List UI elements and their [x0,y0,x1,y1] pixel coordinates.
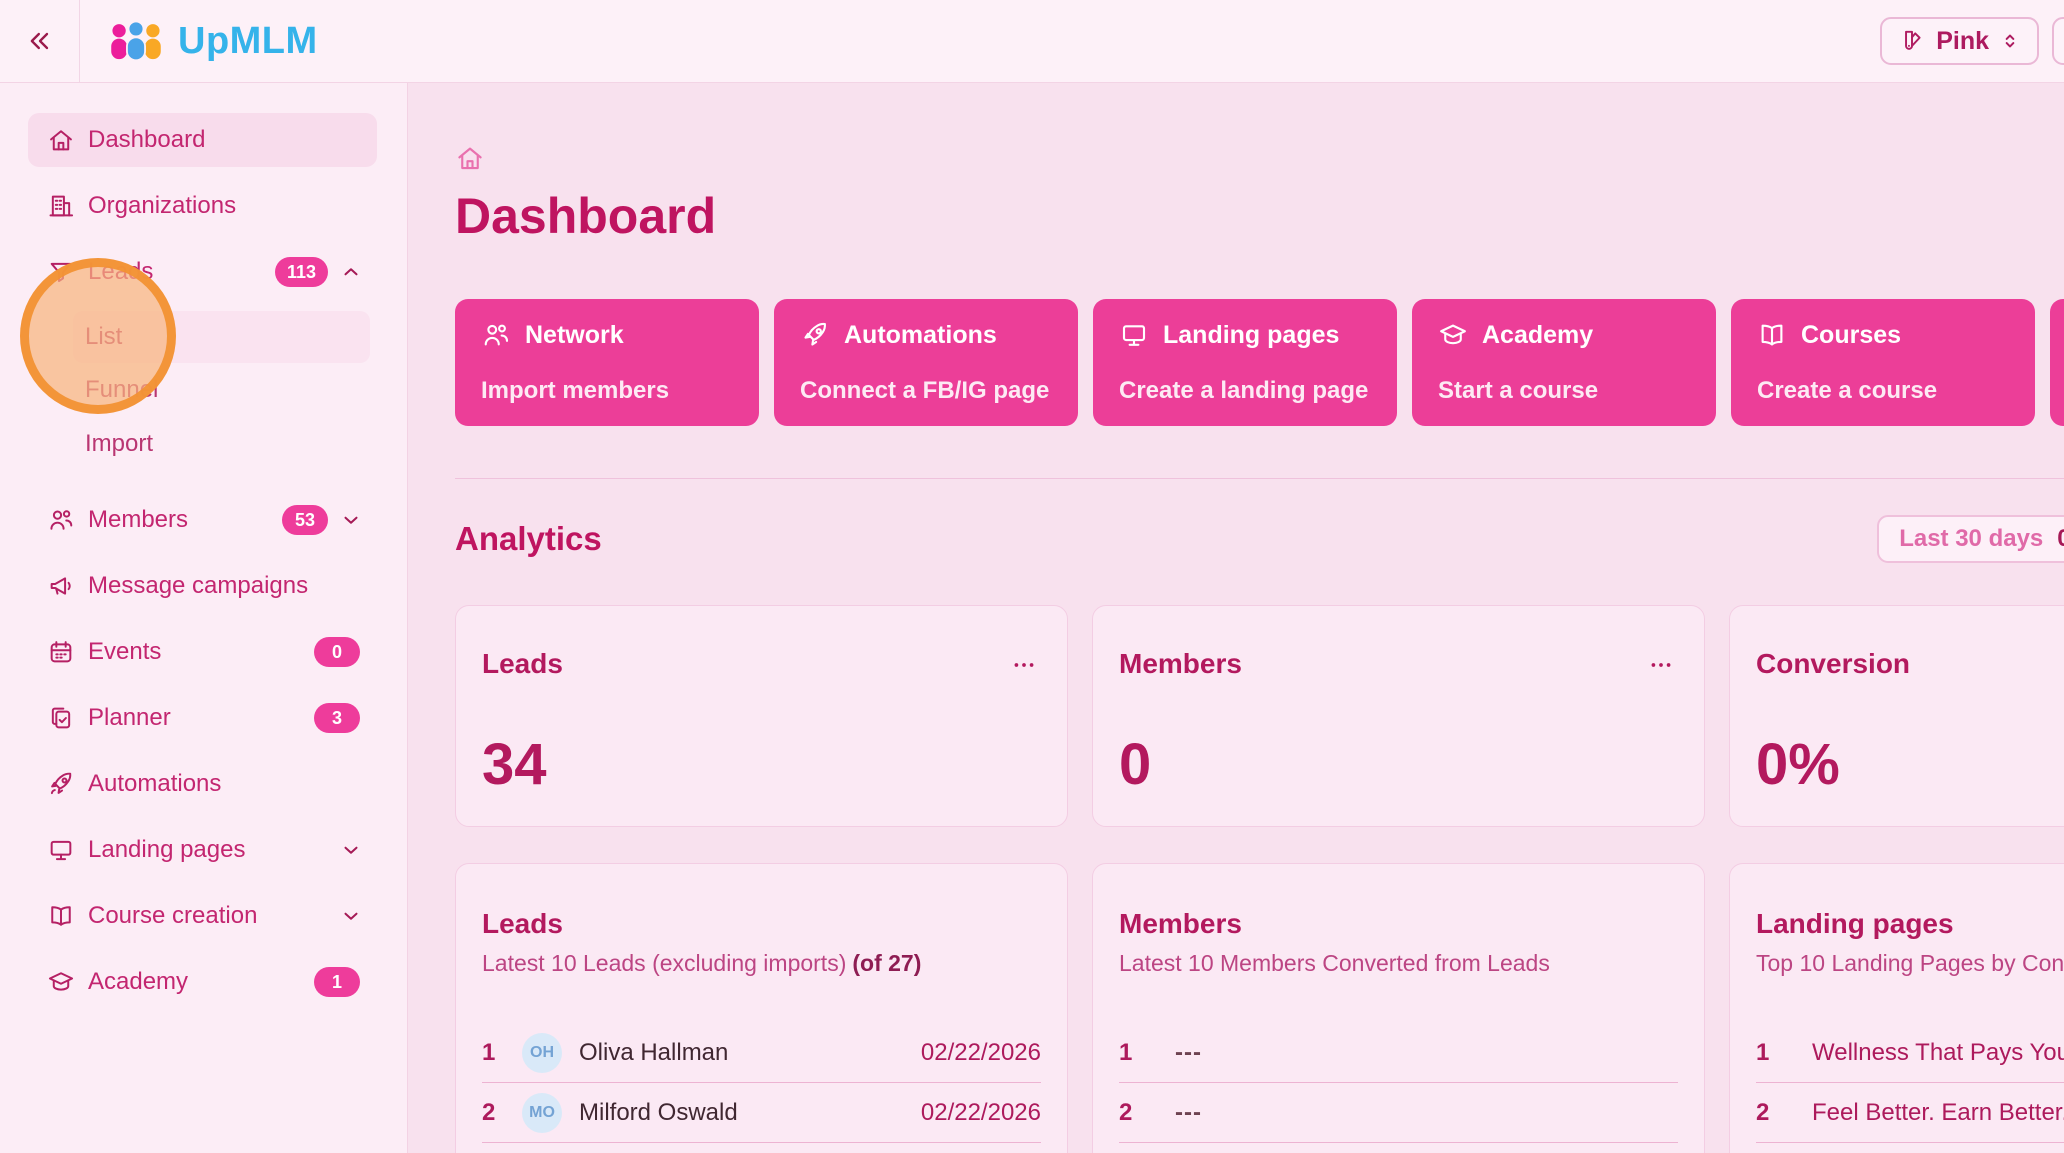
brand-name: UpMLM [178,19,318,62]
avatar: MO [522,1092,562,1133]
submenu-item-list[interactable]: List [73,311,370,363]
quick-action-automations[interactable]: Automations Connect a FB/IG page [774,299,1078,426]
graduation-cap-icon [1438,320,1468,350]
open-book-icon [47,902,75,930]
member-row[interactable]: 2 --- [1119,1083,1678,1143]
quick-action-academy[interactable]: Academy Start a course [1412,299,1716,426]
quick-actions-row: Network Import members Automations Conne… [455,299,2064,426]
quick-action-landing-pages[interactable]: Landing pages Create a landing page [1093,299,1397,426]
lead-row[interactable]: 2 MO Milford Oswald 02/22/2026 [482,1083,1041,1143]
bottom-lists-row: Leads Latest 10 Leads (excluding imports… [455,863,2064,1153]
sidebar-item-leads[interactable]: Leads 113 [28,245,377,299]
quick-action-network[interactable]: Network Import members [455,299,759,426]
rocket-icon [800,320,830,350]
building-icon [47,192,75,220]
members-count-badge: 53 [282,505,328,535]
sidebar-collapse-button[interactable] [0,0,80,82]
submenu-item-funnel[interactable]: Funnel [85,376,159,403]
submenu-item-import[interactable]: Import [85,430,154,457]
sidebar-item-dashboard[interactable]: Dashboard [28,113,377,167]
sidebar-item-planner[interactable]: Planner 3 [28,691,377,745]
main-content: Dashboard Network Import members Automat… [408,83,2064,1153]
date-range-filter[interactable]: Last 30 days 01/2 [1877,515,2064,563]
theme-selector-button[interactable]: Pink [1880,17,2039,65]
leads-submenu: List Funnel Import [73,311,377,471]
people-logo-icon [107,20,165,62]
sidebar-item-landing-pages[interactable]: Landing pages [28,823,377,877]
megaphone-icon [47,572,75,600]
calendar-icon [47,638,75,666]
sidebar-item-message-campaigns[interactable]: Message campaigns [28,559,377,613]
graduation-cap-icon [47,968,75,996]
ellipsis-menu-icon[interactable] [1648,652,1674,678]
users-icon [47,506,75,534]
sidebar-item-academy[interactable]: Academy 1 [28,955,377,1009]
members-list-card: Members Latest 10 Members Converted from… [1092,863,1705,1153]
stat-card-members: Members 0 [1092,605,1705,827]
landing-page-row[interactable]: 1 Wellness That Pays You Back [1756,1023,2064,1083]
sidebar: Dashboard Organizations Leads 113 List F… [0,83,408,1153]
color-swatch-icon [1899,28,1925,54]
analytics-heading: Analytics [455,520,602,557]
leads-list-card: Leads Latest 10 Leads (excluding imports… [455,863,1068,1153]
breadcrumb-home-icon[interactable] [455,143,485,173]
sidebar-item-members[interactable]: Members 53 [28,493,377,547]
leads-stat-value: 34 [482,732,547,797]
theme-selector-value: Pink [1936,26,1989,55]
stat-card-leads: Leads 34 [455,605,1068,827]
lead-row[interactable]: 1 OH Oliva Hallman 02/22/2026 [482,1023,1041,1083]
stat-card-conversion: Conversion 0% [1729,605,2064,827]
users-icon [481,320,511,350]
chevron-up-down-icon [2000,31,2020,51]
chevron-down-icon[interactable] [340,509,362,531]
monitor-icon [47,836,75,864]
member-row[interactable]: 1 --- [1119,1023,1678,1083]
chevron-down-icon[interactable] [340,905,362,927]
quick-action-courses[interactable]: Courses Create a course [1731,299,2035,426]
clipboard-check-icon [47,704,75,732]
topbar-edge-button[interactable] [2052,17,2064,65]
funnel-icon [47,258,75,286]
sidebar-item-events[interactable]: Events 0 [28,625,377,679]
academy-count-badge: 1 [314,967,360,997]
brand-logo[interactable]: UpMLM [107,20,318,63]
quick-action-partial[interactable]: C [2050,299,2064,426]
ellipsis-menu-icon[interactable] [1011,652,1037,678]
page-title: Dashboard [455,188,717,244]
chevron-down-icon[interactable] [340,839,362,861]
sidebar-item-automations[interactable]: Automations [28,757,377,811]
sidebar-item-course-creation[interactable]: Course creation [28,889,377,943]
members-stat-value: 0 [1119,732,1152,797]
sidebar-item-organizations[interactable]: Organizations [28,179,377,233]
double-chevron-left-icon [26,27,54,55]
home-icon [47,126,75,154]
analytics-stats-row: Leads 34 Members 0 Conversion 0% [455,605,2064,827]
landing-pages-list-card: Landing pages Top 10 Landing Pages by Co… [1729,863,2064,1153]
section-divider [455,478,2064,479]
conversion-stat-value: 0% [1756,732,1840,797]
topbar: UpMLM Pink [0,0,2064,83]
events-count-badge: 0 [314,637,360,667]
rocket-icon [47,770,75,798]
chevron-up-icon[interactable] [340,261,362,283]
leads-count-badge: 113 [274,257,328,287]
landing-page-row[interactable]: 2 Feel Better. Earn Better. [1756,1083,2064,1143]
open-book-icon [1757,320,1787,350]
monitor-icon [1119,320,1149,350]
avatar: OH [522,1032,562,1073]
planner-count-badge: 3 [314,703,360,733]
